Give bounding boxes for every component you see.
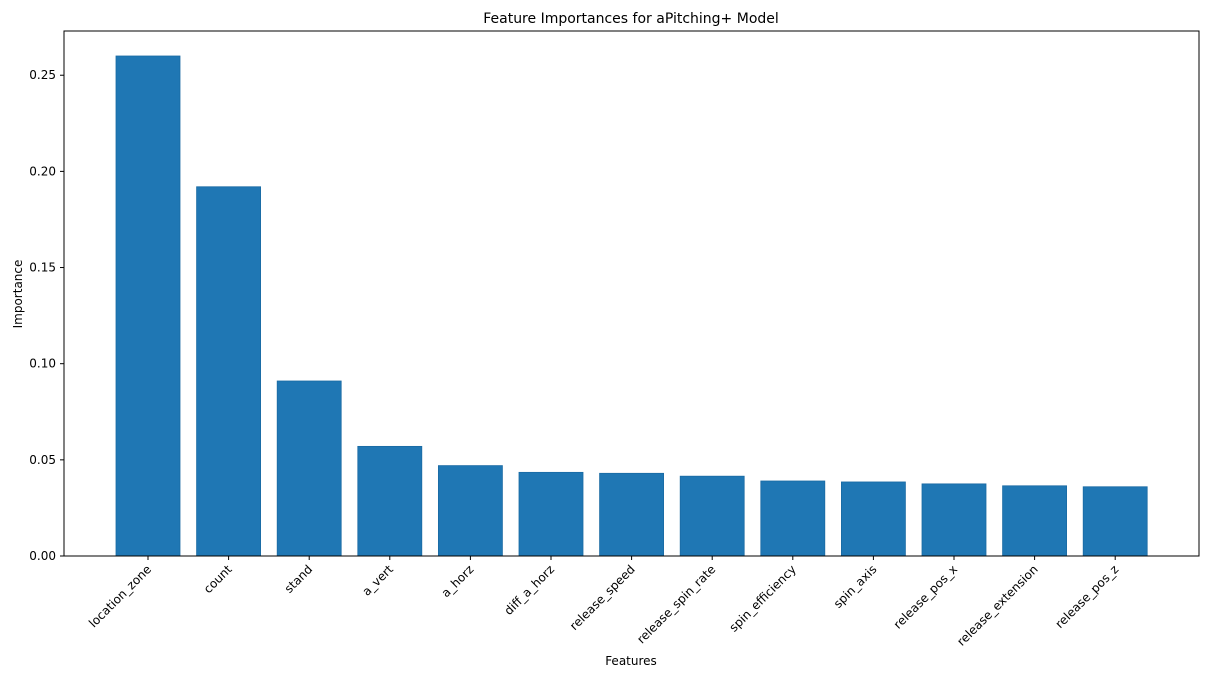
y-tick-label: 0.05 xyxy=(29,453,56,467)
y-axis-label: Importance xyxy=(11,260,25,329)
bar-stand xyxy=(276,380,342,557)
bar-release-pos-z xyxy=(1082,486,1148,557)
bar-release-spin-rate xyxy=(679,475,745,557)
y-axis: 0.00 0.05 0.10 0.15 0.20 0.25 xyxy=(29,68,64,563)
chart-title: Feature Importances for aPitching+ Model xyxy=(483,11,779,27)
x-tick-label: spin_axis xyxy=(831,562,880,611)
x-tick-label: release_spin_rate xyxy=(634,562,718,646)
bar-a-horz xyxy=(437,465,503,557)
x-axis: location_zone count stand a_vert a_horz diff_… xyxy=(86,556,1121,649)
y-tick-label: 0.10 xyxy=(29,357,56,371)
x-axis-label: Features xyxy=(605,654,657,668)
x-tick-label: location_zone xyxy=(86,562,154,630)
x-tick-label: count xyxy=(201,562,235,596)
bar-diff-a-horz xyxy=(518,471,584,557)
x-tick-label: release_extension xyxy=(954,562,1040,648)
bar-release-pos-x xyxy=(921,483,987,557)
y-tick-label: 0.00 xyxy=(29,549,56,563)
plot-frame xyxy=(63,30,1200,557)
x-tick-label: spin_efficiency xyxy=(726,562,798,634)
bar-a-vert xyxy=(357,445,423,557)
bar-count xyxy=(196,186,262,557)
bar-spin-axis xyxy=(841,481,906,557)
bars-layer xyxy=(115,55,1148,557)
x-tick-label: release_pos_z xyxy=(1053,562,1122,631)
x-tick-label: a_horz xyxy=(439,562,477,600)
x-tick-label: a_vert xyxy=(360,562,397,599)
x-tick-label: release_speed xyxy=(567,562,638,633)
y-tick-label: 0.25 xyxy=(29,68,56,82)
y-tick-label: 0.15 xyxy=(29,261,56,275)
x-tick-label: diff_a_horz xyxy=(501,562,557,618)
x-tick-label: release_pos_x xyxy=(891,562,960,631)
bar-release-speed xyxy=(599,472,664,557)
bar-release-extension xyxy=(1002,485,1067,557)
x-tick-label: stand xyxy=(282,562,316,596)
bar-spin-efficiency xyxy=(760,480,826,557)
y-tick-label: 0.20 xyxy=(29,164,56,178)
bar-location-zone xyxy=(115,55,181,557)
